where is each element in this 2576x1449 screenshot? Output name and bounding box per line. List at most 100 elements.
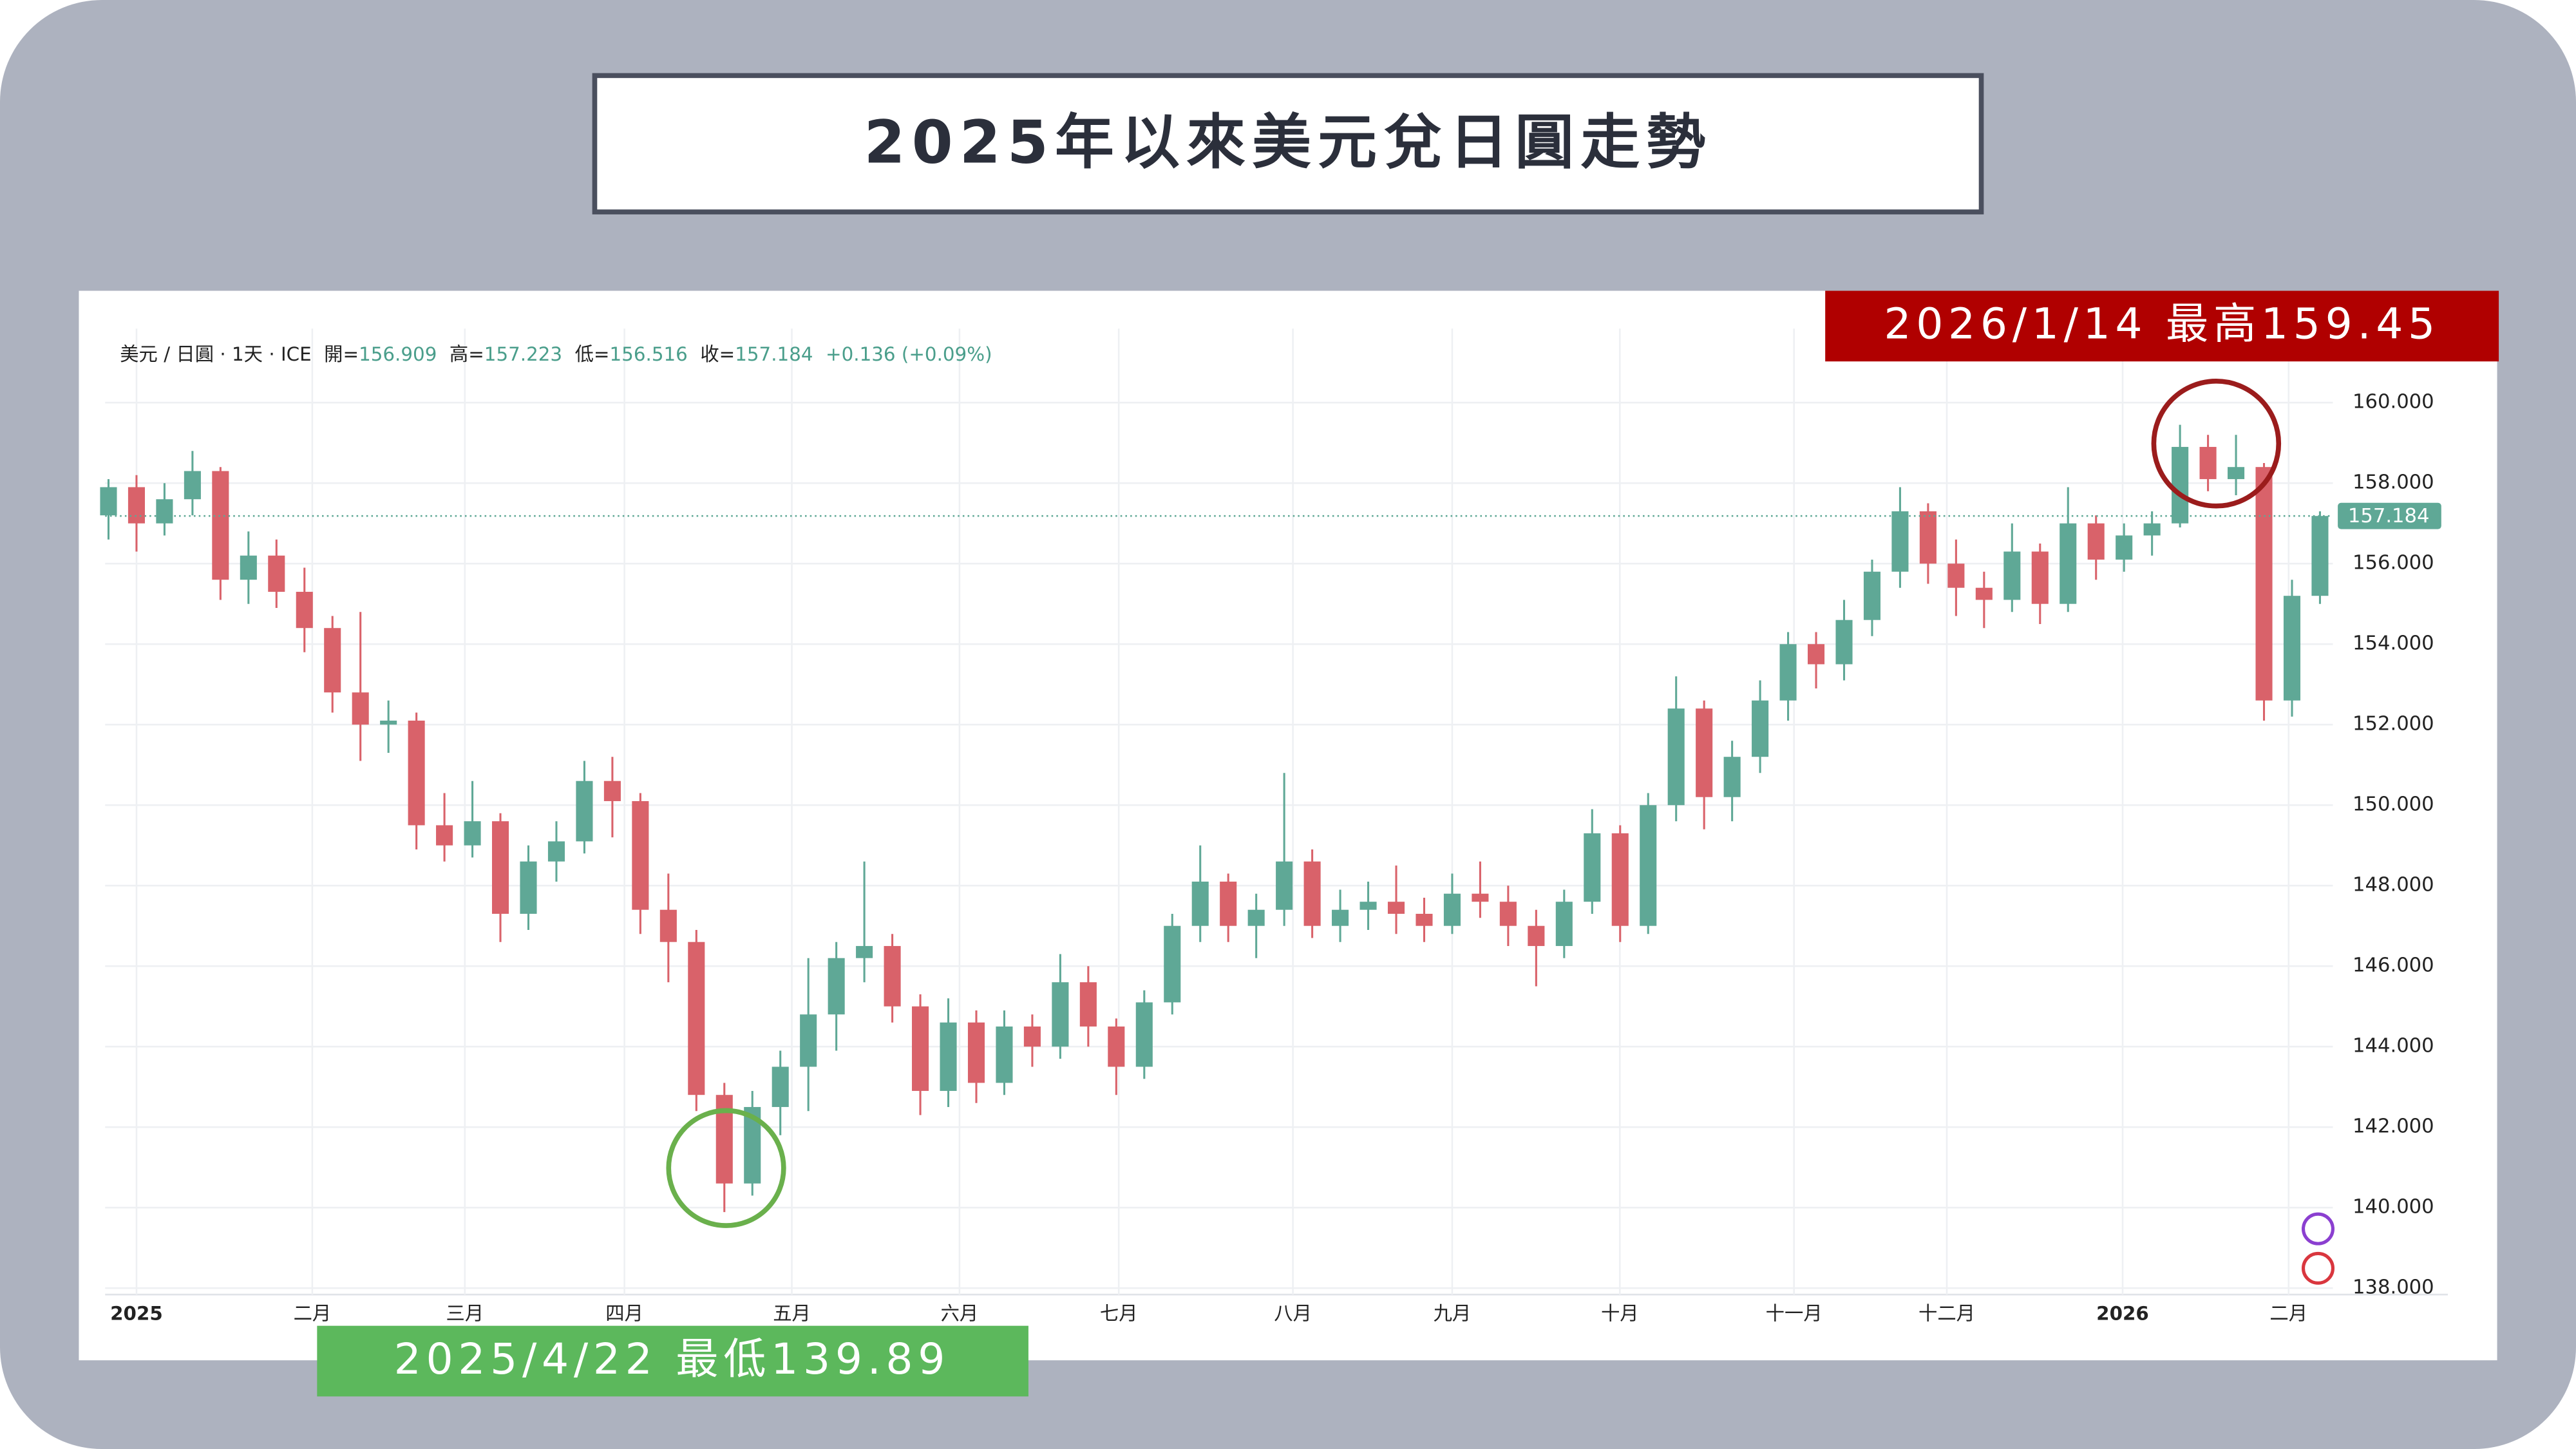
candle-body bbox=[1191, 881, 1209, 926]
candle-body bbox=[2060, 523, 2077, 604]
candle-body bbox=[2172, 446, 2189, 524]
title-box bbox=[592, 73, 1984, 214]
candle-body bbox=[352, 692, 369, 725]
candle-body bbox=[2031, 551, 2049, 604]
candle-body bbox=[491, 821, 509, 914]
x-tick-label: 2025 bbox=[110, 1302, 163, 1324]
x-tick-label: 六月 bbox=[941, 1302, 979, 1324]
candle-body bbox=[1696, 708, 1713, 797]
candle-body bbox=[1443, 893, 1461, 926]
candle-body bbox=[464, 821, 481, 846]
x-tick-label: 七月 bbox=[1100, 1302, 1138, 1324]
candle-body bbox=[772, 1066, 789, 1107]
close-label: 收= bbox=[700, 343, 735, 365]
y-tick-label: 144.000 bbox=[2353, 1035, 2434, 1057]
open-label: 開= bbox=[324, 343, 359, 365]
candle-body bbox=[1947, 564, 1965, 588]
y-tick-label: 150.000 bbox=[2353, 793, 2434, 816]
candle-body bbox=[408, 720, 425, 826]
last-price-label: 157.184 bbox=[2348, 505, 2430, 527]
candle-body bbox=[156, 499, 173, 524]
candle-body bbox=[1640, 805, 1657, 926]
candle-body bbox=[2311, 516, 2329, 596]
x-tick-label: 十一月 bbox=[1766, 1302, 1823, 1324]
candle-body bbox=[1919, 511, 1937, 564]
candle-body bbox=[1975, 587, 1993, 600]
candle-body bbox=[1416, 913, 1433, 926]
low-annotation-box bbox=[317, 1325, 1028, 1397]
candles: 157.184 bbox=[100, 424, 2441, 1213]
candle-body bbox=[100, 487, 117, 516]
candle-body bbox=[1332, 909, 1349, 926]
high-circle bbox=[2151, 379, 2282, 509]
candle-body bbox=[1164, 925, 1181, 1003]
candle-body bbox=[2199, 446, 2217, 479]
candle-body bbox=[603, 781, 621, 801]
candle-body bbox=[547, 841, 565, 862]
y-tick-label: 138.000 bbox=[2353, 1276, 2434, 1299]
candle-body bbox=[1723, 757, 1741, 797]
candle-body bbox=[1835, 620, 1853, 665]
y-tick-label: 156.000 bbox=[2353, 552, 2434, 574]
low-label: 低= bbox=[575, 343, 610, 365]
x-tick-label: 二月 bbox=[294, 1302, 332, 1324]
high-label: 高= bbox=[450, 343, 484, 365]
x-tick-label: 三月 bbox=[446, 1302, 484, 1324]
y-tick-label: 160.000 bbox=[2353, 391, 2434, 413]
y-tick-label: 158.000 bbox=[2353, 471, 2434, 494]
change: +0.136 (+0.09%) bbox=[826, 343, 992, 365]
candle-body bbox=[2003, 551, 2021, 600]
candle-body bbox=[520, 861, 537, 914]
last-price-box bbox=[2338, 502, 2441, 529]
candle-body bbox=[212, 471, 229, 580]
candle-body bbox=[296, 591, 313, 629]
icon[interactable] bbox=[2301, 1212, 2334, 1245]
candle-body bbox=[1863, 571, 1881, 620]
candle-body bbox=[1079, 982, 1097, 1027]
x-tick-label: 2026 bbox=[2096, 1302, 2149, 1324]
candle-body bbox=[1052, 982, 1069, 1047]
candle-body bbox=[884, 945, 901, 1007]
candle-body bbox=[912, 1006, 929, 1091]
candle-body bbox=[1528, 925, 1545, 946]
open-value: 156.909 bbox=[359, 343, 437, 365]
x-tick-label: 八月 bbox=[1274, 1302, 1312, 1324]
candle-body bbox=[1023, 1026, 1041, 1047]
candle-body bbox=[380, 720, 397, 725]
candle-body bbox=[2087, 523, 2105, 560]
candle-body bbox=[2143, 523, 2161, 536]
candle-body bbox=[184, 471, 201, 500]
title: 2025年以來美元兌日圓走勢 bbox=[864, 108, 1712, 176]
candle-body bbox=[828, 958, 845, 1015]
candle-body bbox=[967, 1022, 985, 1083]
icon[interactable] bbox=[2301, 1251, 2334, 1285]
candle-body bbox=[576, 781, 593, 842]
y-tick-label: 140.000 bbox=[2353, 1196, 2434, 1218]
candle-body bbox=[1387, 902, 1405, 914]
candle-body bbox=[1779, 644, 1797, 701]
candle-body bbox=[940, 1022, 957, 1091]
y-tick-label: 152.000 bbox=[2353, 713, 2434, 735]
candle-body bbox=[1891, 511, 1909, 572]
close-value: 157.184 bbox=[735, 343, 813, 365]
candle-body bbox=[659, 909, 677, 942]
candle-body bbox=[268, 555, 285, 592]
candle-body bbox=[1359, 902, 1377, 910]
candle-body bbox=[1667, 708, 1685, 806]
chart-panel bbox=[79, 290, 2497, 1361]
low-annotation: 2025/4/22 最低139.89 bbox=[394, 1334, 951, 1384]
header: 美元 / 日圓 · 1天 · ICE 開=156.909 高=157.223 低… bbox=[120, 343, 992, 365]
symbol: 美元 / 日圓 · 1天 · ICE bbox=[120, 343, 311, 365]
candle-body bbox=[1555, 902, 1573, 946]
y-tick-label: 146.000 bbox=[2353, 954, 2434, 977]
y-tick-label: 148.000 bbox=[2353, 874, 2434, 896]
candle-body bbox=[996, 1026, 1013, 1083]
x-tick-label: 四月 bbox=[605, 1302, 643, 1324]
candle-body bbox=[1807, 644, 1825, 665]
y-tick-label: 154.000 bbox=[2353, 632, 2434, 655]
candle-body bbox=[1584, 833, 1601, 902]
candle-body bbox=[800, 1014, 817, 1067]
candle-body bbox=[1108, 1026, 1125, 1067]
candle-body bbox=[2228, 467, 2245, 479]
